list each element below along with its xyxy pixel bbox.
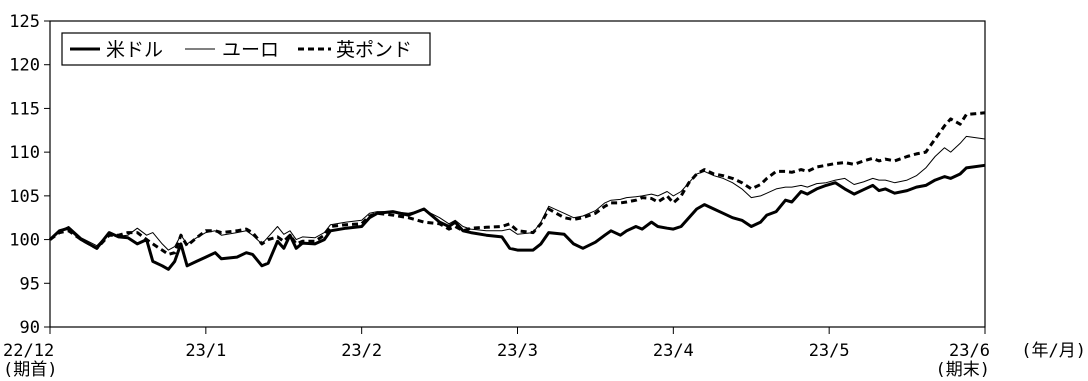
x-tick-label: 23/3 xyxy=(497,341,538,361)
plot-frame xyxy=(49,20,986,328)
y-tick-label: 100 xyxy=(9,231,40,251)
y-tick-label: 120 xyxy=(9,56,40,76)
x-axis: 22/12(期首) 23/1 23/2 23/3 23/4 23/5 23/6(期末) (年/… xyxy=(3,327,1086,380)
y-tick-label: 90 xyxy=(20,318,40,338)
legend: 米ドル ユーロ 英ポンド xyxy=(61,32,431,66)
x-tick-label: 23/4 xyxy=(653,341,694,361)
y-tick-label: 105 xyxy=(9,187,40,207)
x-tick-label: 22/12 xyxy=(3,341,54,361)
legend-label-gbp: 英ポンド xyxy=(336,39,412,61)
x-tick-label: 23/2 xyxy=(341,341,382,361)
legend-box xyxy=(61,32,431,66)
y-tick-label: 110 xyxy=(9,143,40,163)
series-line-usd xyxy=(48,163,986,271)
series-line-eur xyxy=(49,135,986,251)
x-tick-label: 23/1 xyxy=(185,341,226,361)
y-tick-label: 125 xyxy=(9,12,40,32)
x-tick-sublabel: (期末) xyxy=(936,360,990,380)
y-tick-label: 95 xyxy=(20,274,40,294)
x-axis-unit: (年/月) xyxy=(1021,341,1086,361)
x-tick-label: 23/6 xyxy=(949,341,990,361)
y-tick-label: 115 xyxy=(9,99,40,119)
x-tick-label: 23/5 xyxy=(809,341,850,361)
legend-label-eur: ユーロ xyxy=(222,39,279,61)
series-lines xyxy=(48,111,986,271)
series-line-gbp xyxy=(49,111,986,256)
y-axis: 90 95 100 105 110 115 120 125 xyxy=(9,12,50,338)
x-tick-sublabel: (期首) xyxy=(3,360,57,380)
legend-label-usd: 米ドル xyxy=(106,39,163,61)
